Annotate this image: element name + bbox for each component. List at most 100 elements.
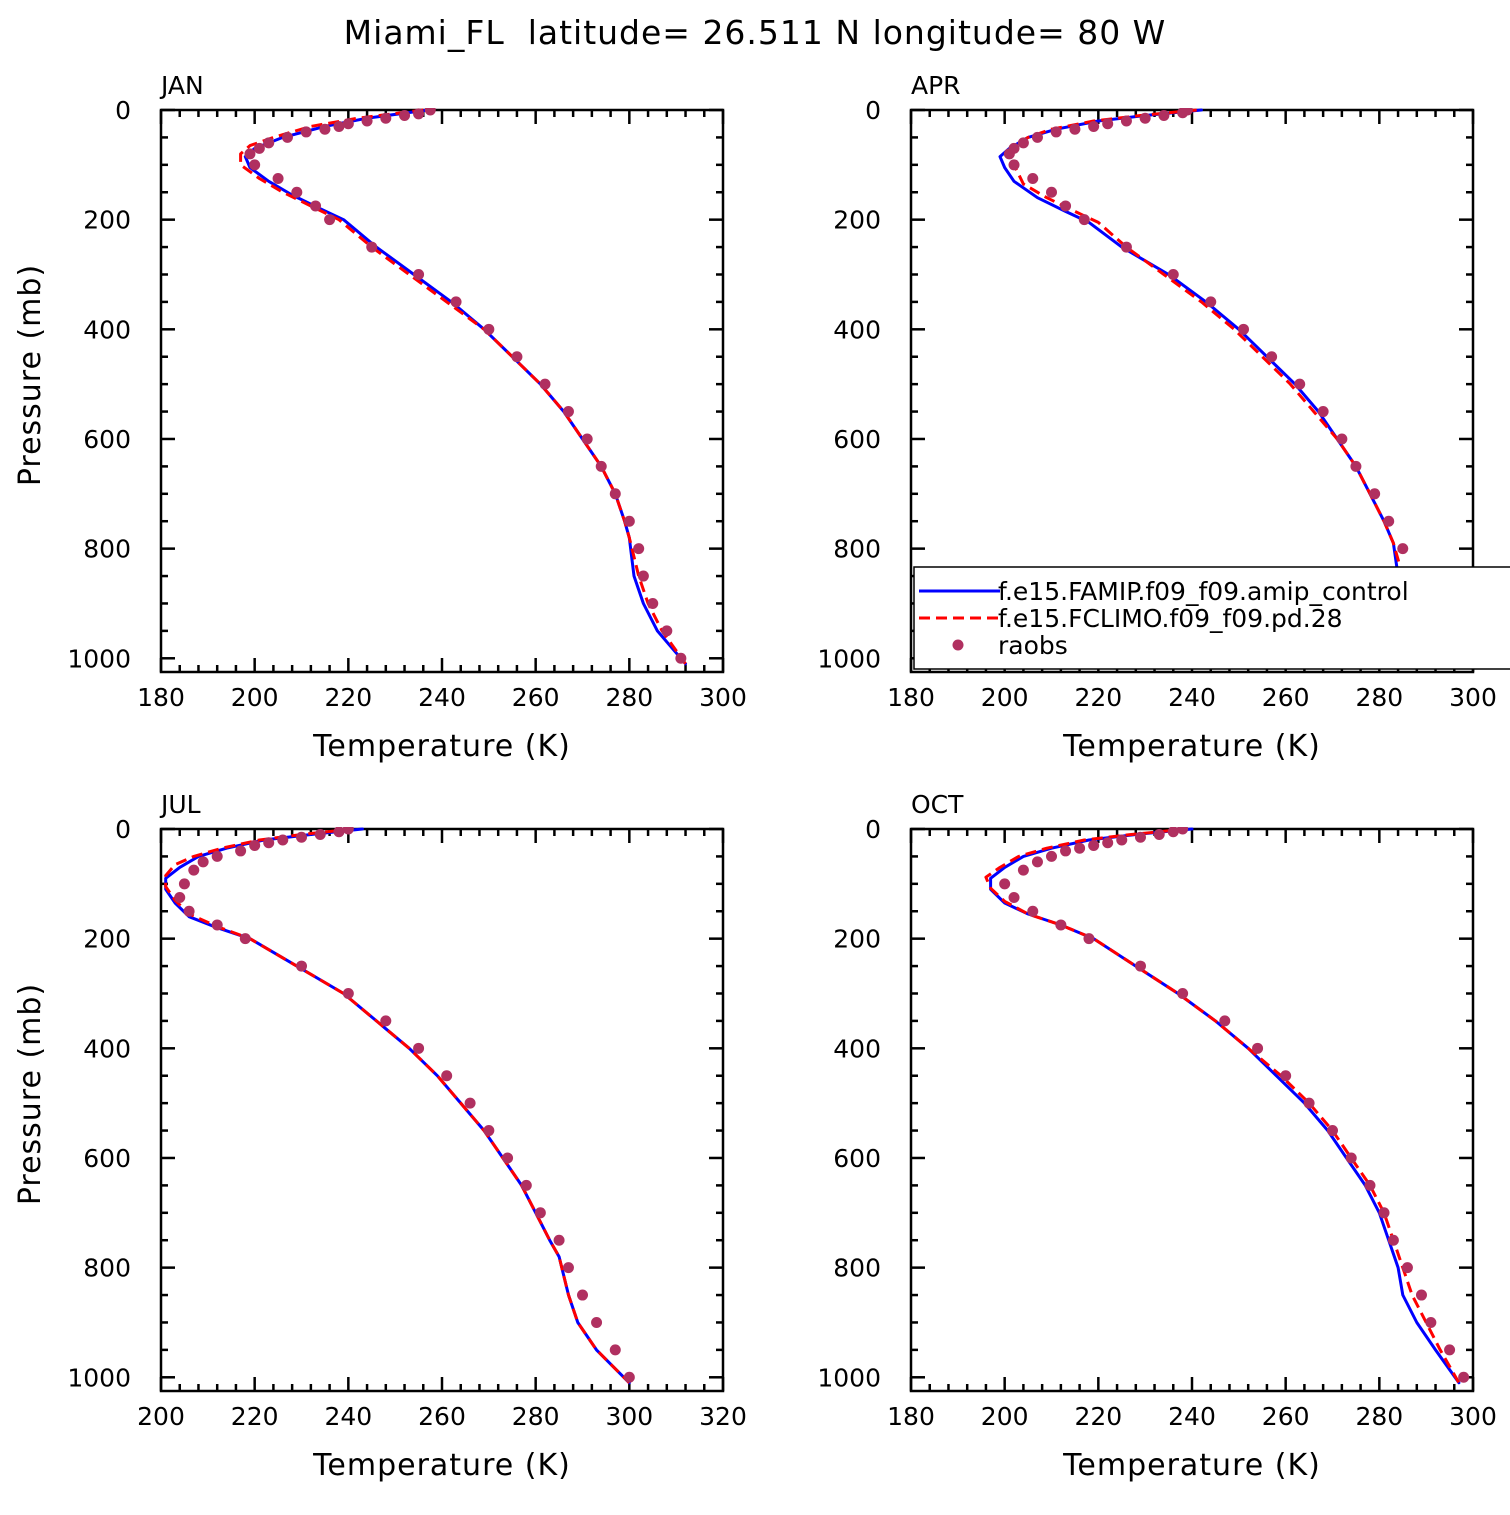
raobs-point [609,488,621,500]
y-tick-label: 0 [115,96,131,125]
raobs-point [296,831,307,843]
plot-area [998,108,1456,666]
y-tick-label: 200 [83,925,131,954]
x-tick-label: 300 [1449,683,1497,712]
raobs-point [1074,842,1086,854]
raobs-point [1060,845,1072,857]
panel-label: APR [911,71,961,100]
x-tick-label: 240 [1168,1402,1216,1431]
raobs-point [413,1042,425,1054]
raobs-point [319,123,331,135]
y-tick-label: 800 [833,1254,881,1283]
panel-label: OCT [911,790,964,819]
raobs-point [450,296,462,308]
raobs-point [633,543,645,555]
raobs-point [1008,159,1020,171]
x-tick-label: 180 [887,683,935,712]
plot-area [164,827,635,1385]
raobs-point [281,131,293,143]
raobs-point [1017,864,1029,876]
raobs-point [314,828,326,840]
raobs-point [1027,173,1039,185]
raobs-point [1050,126,1062,138]
raobs-point [1120,241,1132,253]
raobs-point [1327,1125,1338,1137]
raobs-point [263,137,275,149]
raobs-point [361,115,373,127]
x-tick-label: 260 [1262,683,1310,712]
y-tick-label: 800 [83,1254,131,1283]
raobs-point [539,378,551,390]
legend-label: f.e15.FCLIMO.f09_f09.pd.28 [998,604,1343,633]
raobs-point [272,173,284,185]
y-tick-label: 0 [865,96,881,125]
raobs-point [637,570,649,582]
raobs-point [424,108,436,116]
x-tick-label: 180 [137,683,185,712]
x-axis-title: Temperature (K) [1062,1448,1321,1483]
x-tick-label: 260 [512,683,560,712]
x-tick-label: 280 [605,683,653,712]
raobs-point [591,1316,603,1328]
raobs-point [249,159,261,171]
y-tick-label: 1000 [67,1363,131,1392]
famip-line [164,827,631,1385]
plot-area [239,108,687,666]
raobs-point [441,1070,453,1082]
raobs-point [239,933,251,945]
raobs-point [1401,1262,1413,1274]
raobs-point [1046,186,1057,198]
raobs-point [595,460,607,472]
raobs-point [1317,406,1329,418]
x-tick-label: 280 [512,1402,560,1431]
raobs-point [1350,460,1362,472]
raobs-point [1158,109,1170,121]
raobs-point [1205,296,1217,308]
raobs-point [253,142,265,154]
legend-label: f.e15.FAMIP.f09_f09.amip_control [998,577,1409,606]
y-tick-label: 600 [83,1144,131,1173]
raobs-point [1238,323,1250,335]
raobs-point [1280,1070,1292,1082]
panels: JAN 180 200 220 240 260 280 300 0 200 400 600 800 100… [13,71,1510,1483]
panel-label: JUL [159,790,201,819]
raobs-point [235,845,247,857]
x-tick-label: 220 [1074,1402,1122,1431]
raobs-point [1139,112,1151,124]
raobs-point [1102,837,1114,849]
raobs-point [277,834,289,846]
raobs-point [609,1344,621,1356]
raobs-point [333,827,345,838]
raobs-point [1219,1015,1231,1027]
raobs-point [675,652,687,664]
x-tick-label: 320 [699,1402,747,1431]
raobs-point [211,919,223,931]
raobs-point [1387,1234,1399,1246]
raobs-point [577,1289,588,1301]
raobs-point [1345,1152,1357,1164]
x-tick-label: 260 [418,1402,466,1431]
raobs-point [520,1179,532,1191]
raobs-point [1031,131,1043,143]
raobs-point [1364,1179,1376,1191]
y-tick-label: 400 [833,315,881,344]
panel-oct: OCT 180 200 220 240 260 280 300 0 200 400 600 800 100… [817,790,1496,1483]
y-tick-label: 200 [833,206,881,235]
raobs-point [1083,933,1095,945]
raobs-point [342,827,354,835]
raobs-point [1031,856,1043,868]
raobs-point [1458,1371,1470,1383]
raobs-point [562,1262,574,1274]
x-tick-label: 180 [887,1402,935,1431]
y-tick-label: 200 [83,206,131,235]
raobs-point [1088,120,1100,132]
raobs-point [1294,378,1306,390]
raobs-point [483,323,495,335]
raobs-point [553,1234,565,1246]
x-tick-label: 220 [1074,683,1122,712]
raobs-point [1444,1344,1456,1356]
raobs-point [333,120,345,132]
raobs-point [1055,919,1067,931]
y-tick-label: 800 [83,535,131,564]
legend-dot [952,639,964,651]
